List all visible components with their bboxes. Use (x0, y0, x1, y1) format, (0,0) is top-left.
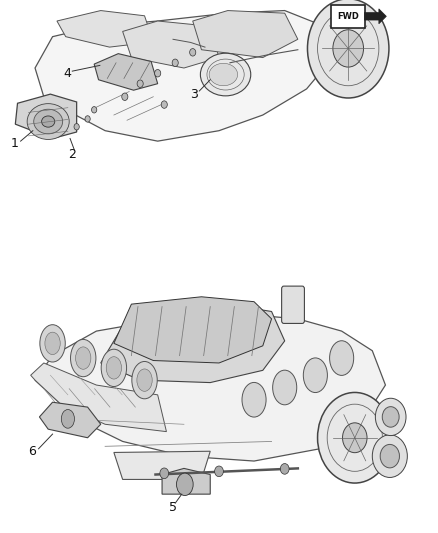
Polygon shape (35, 314, 385, 461)
Text: FWD: FWD (337, 12, 359, 21)
Text: 4: 4 (64, 67, 71, 80)
Text: 2: 2 (68, 148, 76, 160)
Polygon shape (94, 54, 158, 90)
Ellipse shape (27, 103, 69, 140)
Ellipse shape (329, 341, 354, 375)
Polygon shape (31, 363, 166, 432)
Polygon shape (364, 9, 386, 24)
Polygon shape (39, 402, 101, 438)
Ellipse shape (137, 369, 152, 391)
Ellipse shape (190, 49, 196, 56)
Ellipse shape (40, 325, 65, 362)
Polygon shape (114, 451, 210, 480)
Ellipse shape (45, 332, 60, 354)
Ellipse shape (101, 349, 127, 386)
Ellipse shape (132, 361, 157, 399)
Polygon shape (57, 11, 153, 47)
Circle shape (280, 464, 289, 474)
Ellipse shape (333, 30, 364, 67)
Polygon shape (162, 469, 210, 494)
Text: 5: 5 (169, 501, 177, 514)
Ellipse shape (200, 53, 251, 96)
Ellipse shape (318, 392, 392, 483)
Polygon shape (114, 297, 272, 363)
Ellipse shape (172, 59, 178, 67)
Text: 3: 3 (191, 87, 198, 101)
Text: 1: 1 (11, 138, 19, 150)
Ellipse shape (122, 93, 128, 100)
Ellipse shape (242, 383, 266, 417)
Ellipse shape (85, 116, 90, 122)
Ellipse shape (155, 69, 161, 77)
Ellipse shape (372, 435, 407, 478)
Ellipse shape (75, 347, 91, 369)
Ellipse shape (307, 0, 389, 98)
Ellipse shape (272, 370, 297, 405)
Ellipse shape (34, 109, 63, 134)
FancyBboxPatch shape (282, 286, 304, 324)
Ellipse shape (61, 409, 74, 428)
Ellipse shape (209, 63, 237, 86)
Ellipse shape (106, 357, 122, 379)
Ellipse shape (375, 398, 406, 435)
Ellipse shape (382, 407, 399, 427)
Ellipse shape (74, 124, 79, 130)
Ellipse shape (161, 101, 167, 108)
Circle shape (160, 468, 169, 479)
Ellipse shape (380, 445, 399, 468)
Ellipse shape (303, 358, 328, 392)
FancyBboxPatch shape (331, 5, 365, 28)
Text: 6: 6 (28, 445, 36, 458)
Circle shape (215, 466, 223, 477)
Polygon shape (101, 302, 285, 383)
Ellipse shape (42, 116, 55, 127)
Ellipse shape (92, 107, 97, 113)
Polygon shape (15, 94, 77, 139)
Polygon shape (193, 11, 298, 58)
Ellipse shape (71, 340, 96, 377)
Ellipse shape (177, 473, 193, 496)
Polygon shape (35, 11, 333, 141)
Polygon shape (123, 21, 219, 68)
Ellipse shape (137, 80, 143, 87)
Ellipse shape (343, 423, 367, 453)
